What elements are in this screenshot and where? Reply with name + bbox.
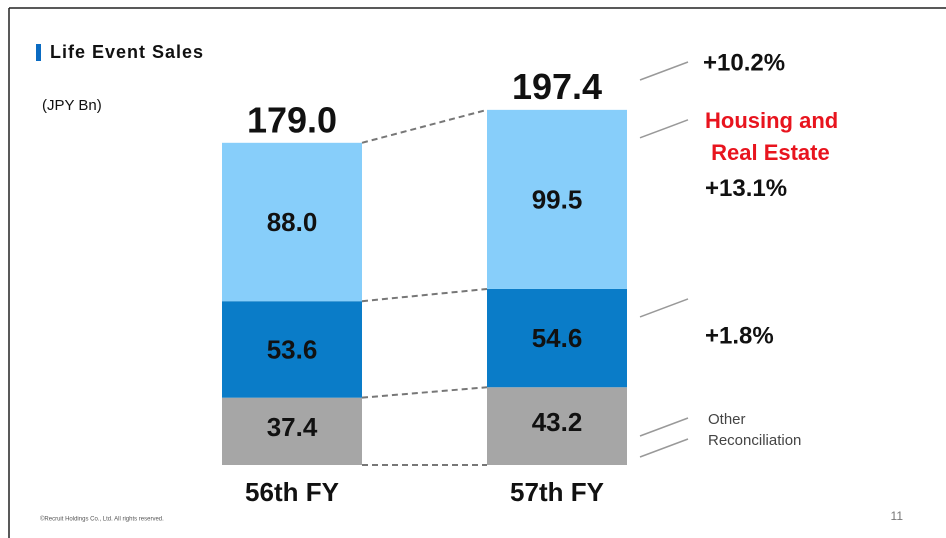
leader	[639, 417, 689, 437]
segment-label: 88.0	[267, 207, 318, 237]
series-change: +13.1%	[705, 175, 787, 202]
x-tick-label: 57th FY	[510, 477, 604, 507]
segment-label: 99.5	[532, 184, 583, 214]
leader	[639, 61, 689, 81]
title-marker	[36, 44, 41, 61]
footer: ©Recruit Holdings Co., Ltd. All rights r…	[40, 516, 164, 523]
leader	[639, 438, 689, 458]
total-change: +10.2%	[703, 49, 785, 76]
bar-segment	[487, 109, 627, 289]
leader	[639, 298, 689, 318]
segment-label: 37.4	[267, 412, 318, 442]
bar-segment	[222, 397, 362, 465]
page-number: 11	[891, 509, 904, 523]
connector	[361, 287, 488, 303]
series-name: Housing and Real Estate	[705, 108, 838, 165]
x-tick-label: 56th FY	[245, 477, 339, 507]
chart-title: Life Event Sales	[50, 42, 204, 62]
total-label: 197.4	[512, 66, 602, 107]
segment-label: 53.6	[267, 334, 318, 364]
total-label: 179.0	[247, 99, 337, 140]
connector	[361, 386, 488, 399]
bar-segment	[222, 142, 362, 302]
bar-segment	[222, 301, 362, 398]
series-name: Reconciliation	[708, 432, 801, 449]
connector	[361, 108, 488, 144]
leader	[639, 119, 689, 139]
series-name: Other	[708, 411, 746, 428]
segment-label: 43.2	[532, 407, 583, 437]
bar-segment	[487, 288, 627, 388]
segment-label: 54.6	[532, 323, 583, 353]
unit-label: (JPY Bn)	[42, 97, 102, 114]
series-change: +1.8%	[705, 322, 774, 349]
bar-segment	[487, 387, 627, 465]
